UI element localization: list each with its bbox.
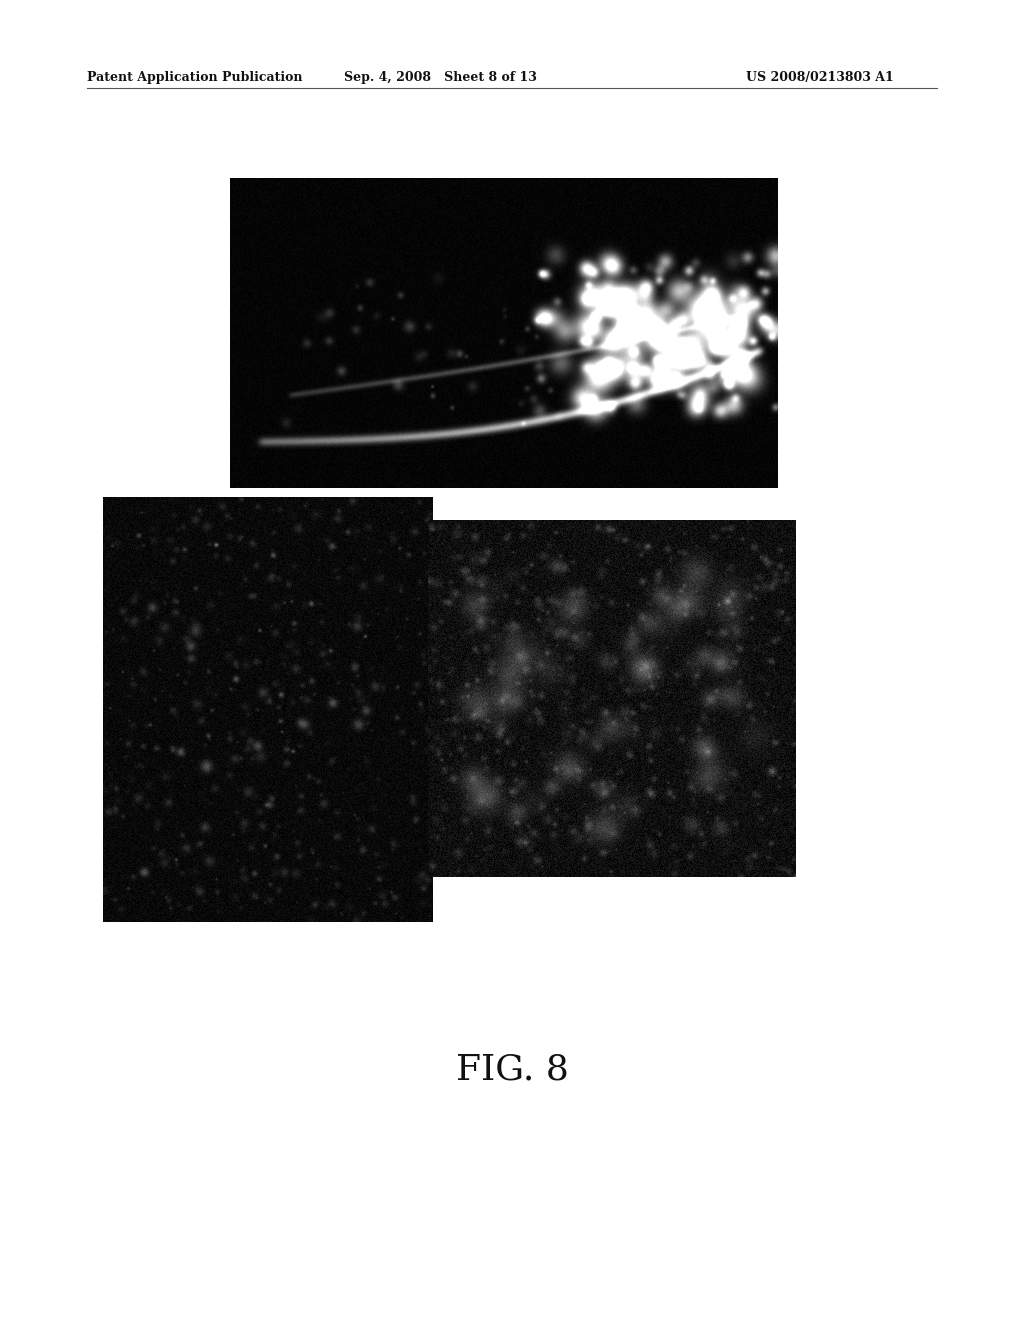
Text: A.: A. (242, 194, 264, 213)
Text: Sep. 4, 2008   Sheet 8 of 13: Sep. 4, 2008 Sheet 8 of 13 (344, 71, 537, 84)
Text: FIG. 8: FIG. 8 (456, 1053, 568, 1086)
Text: Patent Application Publication: Patent Application Publication (87, 71, 302, 84)
Text: C.: C. (440, 536, 462, 554)
Text: US 2008/0213803 A1: US 2008/0213803 A1 (746, 71, 894, 84)
Text: B.: B. (115, 513, 138, 531)
